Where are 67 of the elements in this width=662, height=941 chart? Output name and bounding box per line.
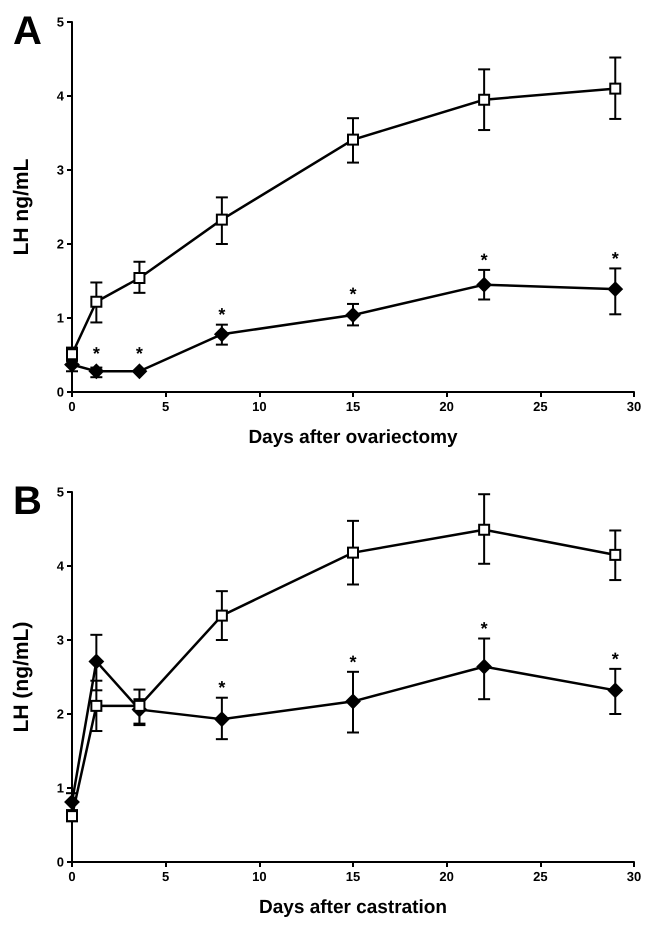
point [88,654,104,669]
chart-title: B [13,479,42,523]
y-tick-label: 0 [56,854,64,870]
annotation: * [136,343,143,364]
point [347,134,359,146]
point [133,272,146,284]
x-axis-title: Days after castration [259,897,447,918]
y-axis-title: LH (ng/mL) [10,622,33,732]
x-tick-label: 15 [346,869,360,884]
x-tick-label: 10 [252,869,267,884]
point [608,282,623,297]
x-tick-label: 30 [626,869,642,884]
point [214,712,230,727]
y-tick-label: 4 [56,558,65,574]
x-tick-label: 5 [162,869,170,884]
annotation: * [349,284,357,304]
point [478,94,490,106]
x-tick-label: 0 [68,869,76,884]
point [609,82,622,95]
point [609,548,622,561]
point [608,682,623,698]
y-tick-label: 2 [56,236,64,252]
y-tick-label: 4 [56,88,65,104]
point [66,810,78,822]
y-tick-label: 3 [56,632,64,648]
point [216,610,228,622]
point [88,364,104,379]
annotation: * [92,343,100,364]
y-tick-label: 1 [56,780,64,796]
x-tick-label: 30 [626,399,642,414]
y-tick-label: 1 [56,310,64,326]
y-tick-label: 5 [56,484,64,500]
y-tick-label: 0 [56,384,64,400]
x-tick-label: 10 [252,399,267,414]
point [346,308,360,323]
y-tick-label: 2 [56,706,64,722]
x-tick-label: 25 [533,399,548,414]
point [133,700,146,712]
annotation: * [218,304,226,325]
chart-title: A [13,9,42,53]
x-tick-label: 20 [439,399,454,414]
point [132,364,147,379]
annotation: * [349,652,357,672]
point [478,524,490,536]
annotation: * [480,250,488,270]
y-axis-title: LH ng/mL [10,158,33,256]
point [214,326,230,342]
point [476,659,492,674]
annotation: * [480,618,488,639]
x-tick-label: 25 [533,869,548,884]
annotation: * [612,248,619,268]
point [346,694,360,709]
annotation: * [612,648,619,669]
x-tick-label: 0 [68,399,76,414]
point [66,348,78,360]
x-tick-label: 15 [346,399,360,414]
point [216,214,228,226]
y-tick-label: 5 [56,14,64,30]
point [476,277,492,292]
point [347,546,359,559]
x-tick-label: 5 [162,399,170,414]
point [90,296,102,308]
y-tick-label: 3 [56,162,64,178]
x-axis-title: Days after ovariectomy [248,427,458,448]
annotation: * [218,678,226,698]
point [90,700,102,712]
x-tick-label: 20 [439,869,454,884]
